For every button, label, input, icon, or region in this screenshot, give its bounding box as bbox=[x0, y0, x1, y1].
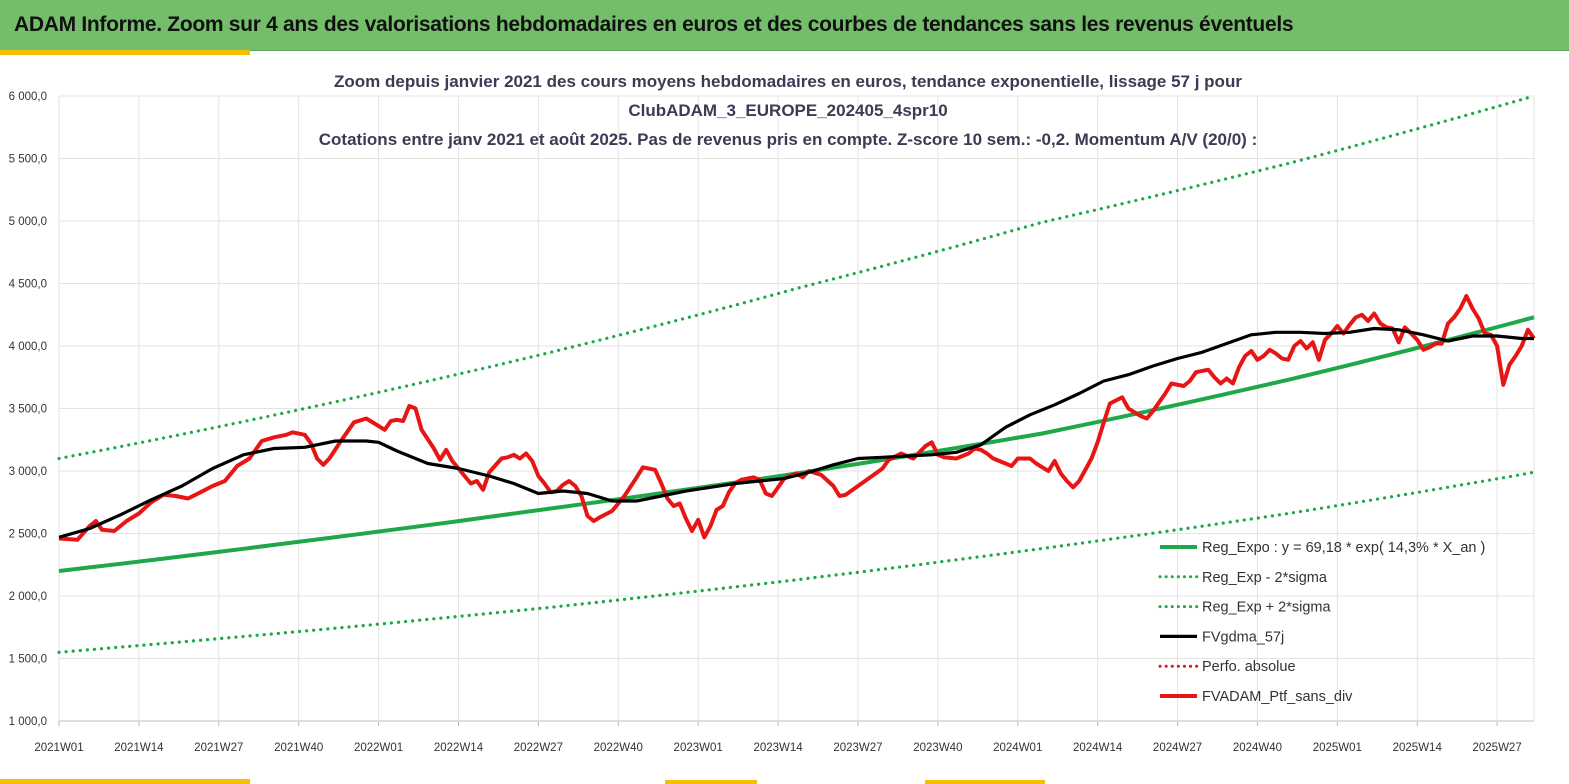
x-tick-label: 2023W40 bbox=[913, 742, 962, 754]
x-tick-label: 2022W40 bbox=[594, 742, 643, 754]
series-line-fvgdma-57j bbox=[58, 326, 1534, 539]
report-title: ADAM Informe. Zoom sur 4 ans des valoris… bbox=[14, 13, 1294, 36]
chart-series bbox=[57, 94, 1536, 654]
chart-grid bbox=[58, 95, 1535, 726]
y-tick-label: 1 000,0 bbox=[9, 716, 47, 728]
x-tick-label: 2023W14 bbox=[753, 742, 803, 754]
y-tick-label: 4 500,0 bbox=[9, 279, 47, 291]
chart-title: Zoom depuis janvier 2021 des cours moyen… bbox=[319, 72, 1257, 149]
y-tick-label: 1 500,0 bbox=[9, 654, 47, 666]
y-tick-label: 3 000,0 bbox=[9, 466, 47, 478]
chart-title-line-1: Zoom depuis janvier 2021 des cours moyen… bbox=[334, 72, 1242, 91]
x-tick-label: 2021W01 bbox=[34, 742, 83, 754]
series-line-reg-exp bbox=[57, 470, 1536, 654]
chart-legend: Reg_Expo : y = 69,18 * exp( 14,3% * X_an… bbox=[1158, 540, 1485, 705]
x-tick-label: 2021W40 bbox=[274, 742, 323, 754]
series-line-reg-expo bbox=[58, 315, 1535, 573]
legend-label: Reg_Expo : y = 69,18 * exp( 14,3% * X_an… bbox=[1202, 540, 1485, 556]
y-axis: 1 000,0 1 500,0 2 000,0 2 500,0 3 000,0 3 500… bbox=[9, 91, 47, 728]
series-line-reg-exp bbox=[57, 94, 1536, 461]
y-tick-label: 3 500,0 bbox=[9, 404, 47, 416]
series-line-fvadam-ptf-sans-div bbox=[58, 294, 1536, 542]
y-tick-label: 4 000,0 bbox=[9, 341, 47, 353]
x-tick-label: 2023W27 bbox=[833, 742, 882, 754]
report-banner: ADAM Informe. Zoom sur 4 ans des valoris… bbox=[0, 0, 1569, 51]
legend-label: Reg_Exp - 2*sigma bbox=[1202, 570, 1328, 586]
accent-bar-top bbox=[0, 50, 250, 55]
x-axis: 2021W01 2021W14 2021W27 2021W40 2022W01 2022W… bbox=[34, 742, 1521, 754]
valuation-line-chart: Zoom depuis janvier 2021 des cours moyen… bbox=[9, 72, 1536, 754]
x-tick-label: 2024W27 bbox=[1153, 742, 1202, 754]
x-tick-label: 2025W14 bbox=[1393, 742, 1443, 754]
legend-label: Reg_Exp + 2*sigma bbox=[1202, 600, 1331, 616]
x-tick-label: 2022W14 bbox=[434, 742, 484, 754]
chart-title-line-3: Cotations entre janv 2021 et août 2025. … bbox=[319, 130, 1257, 149]
accent-bar-bottom-right bbox=[925, 780, 1045, 784]
x-tick-label: 2022W01 bbox=[354, 742, 403, 754]
x-tick-label: 2024W14 bbox=[1073, 742, 1123, 754]
x-tick-label: 2025W27 bbox=[1473, 742, 1522, 754]
legend-label: FVgdma_57j bbox=[1202, 629, 1284, 645]
x-tick-label: 2021W14 bbox=[114, 742, 164, 754]
y-tick-label: 6 000,0 bbox=[9, 91, 47, 103]
legend-label: Perfo. absolue bbox=[1202, 659, 1296, 675]
x-tick-label: 2022W27 bbox=[514, 742, 563, 754]
accent-bar-bottom-left bbox=[0, 779, 250, 784]
x-tick-label: 2021W27 bbox=[194, 742, 243, 754]
x-tick-label: 2023W01 bbox=[674, 742, 723, 754]
legend-label: FVADAM_Ptf_sans_div bbox=[1202, 689, 1353, 705]
x-tick-label: 2025W01 bbox=[1313, 742, 1362, 754]
x-tick-label: 2024W40 bbox=[1233, 742, 1282, 754]
y-tick-label: 5 000,0 bbox=[9, 216, 47, 228]
accent-bar-bottom-middle bbox=[665, 780, 757, 784]
y-tick-label: 2 000,0 bbox=[9, 591, 47, 603]
y-tick-label: 5 500,0 bbox=[9, 154, 47, 166]
chart-title-line-2: ClubADAM_3_EUROPE_202405_4spr10 bbox=[628, 101, 947, 120]
y-tick-label: 2 500,0 bbox=[9, 529, 47, 541]
x-tick-label: 2024W01 bbox=[993, 742, 1042, 754]
